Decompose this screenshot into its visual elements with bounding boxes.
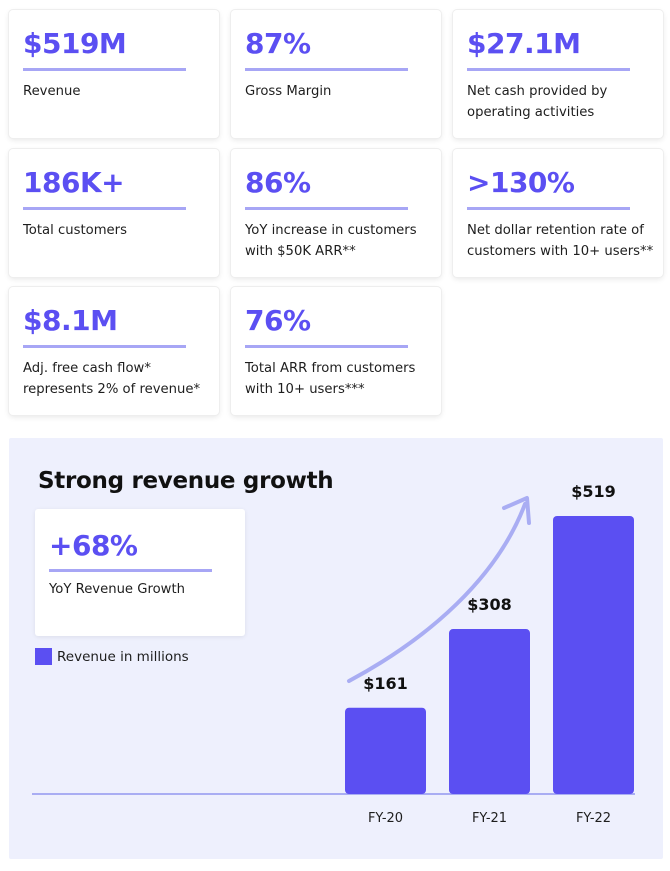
revenue-chart-panel: Strong revenue growth +68% YoY Revenue G… [9,438,663,859]
stat-label: Net dollar retention rate of customers w… [467,223,654,259]
bar-fy-22 [553,516,634,794]
growth-arrow-line [347,502,527,683]
stat-underline [245,345,408,348]
stat-underline [23,345,186,348]
kpi-card-total-customers: 186K+ Total customers [9,149,219,277]
stat-value: $519M [23,27,127,60]
bar-chart: $161 FY-20 $308 FY-21 $519 FY-22 [32,482,635,826]
chart-title: Strong revenue growth [38,468,334,494]
bar-fy-21 [449,629,530,794]
chart-legend: Revenue in millions [35,648,189,665]
stat-label: Total customers [23,223,127,238]
stat-value: 87% [245,27,311,60]
kpi-card-customers-50k: 86% YoY increase in customers with $50K … [231,149,441,277]
stat-value: $27.1M [467,27,581,60]
stat-underline [467,68,630,71]
stat-label: Gross Margin [245,84,332,99]
data-label: $308 [467,595,512,614]
kpi-card-free-cash-flow: $8.1M Adj. free cash flow* represents 2%… [9,287,219,415]
bar-fy-20 [345,707,426,794]
stat-label: Total ARR from customers with 10+ users*… [245,361,416,397]
stat-label: Revenue [23,84,81,99]
data-label: $519 [571,482,616,501]
growth-value: +68% [49,529,138,562]
kpi-card-net-cash: $27.1M Net cash provided by operating ac… [453,10,663,138]
stat-label: Net cash provided by operating activitie… [467,84,608,120]
stat-label: YoY increase in customers with $50K ARR*… [245,223,417,259]
stat-underline [467,207,630,210]
stat-value: 86% [245,166,311,199]
x-tick-label: FY-21 [472,811,507,826]
stat-value: 76% [245,304,311,337]
growth-label: YoY Revenue Growth [49,582,185,597]
stat-value: $8.1M [23,304,118,337]
stat-value: 186K+ [23,166,125,199]
kpi-card-revenue: $519M Revenue [9,10,219,138]
legend-swatch [35,648,52,665]
kpi-card-arr-share: 76% Total ARR from customers with 10+ us… [231,287,441,415]
stat-underline [23,207,186,210]
yoy-growth-card: +68% YoY Revenue Growth [35,509,245,636]
growth-underline [49,569,212,572]
x-tick-label: FY-20 [368,811,403,826]
kpi-card-gross-margin: 87% Gross Margin [231,10,441,138]
stat-label: Adj. free cash flow* represents 2% of re… [23,361,201,397]
data-label: $161 [363,674,408,693]
growth-arrow-head [502,496,531,525]
x-tick-label: FY-22 [576,811,611,826]
legend-label: Revenue in millions [57,648,189,665]
stat-underline [23,68,186,71]
stat-underline [245,68,408,71]
kpi-card-net-dollar-retention: >130% Net dollar retention rate of custo… [453,149,663,277]
stat-value: >130% [467,166,575,199]
stat-underline [245,207,408,210]
